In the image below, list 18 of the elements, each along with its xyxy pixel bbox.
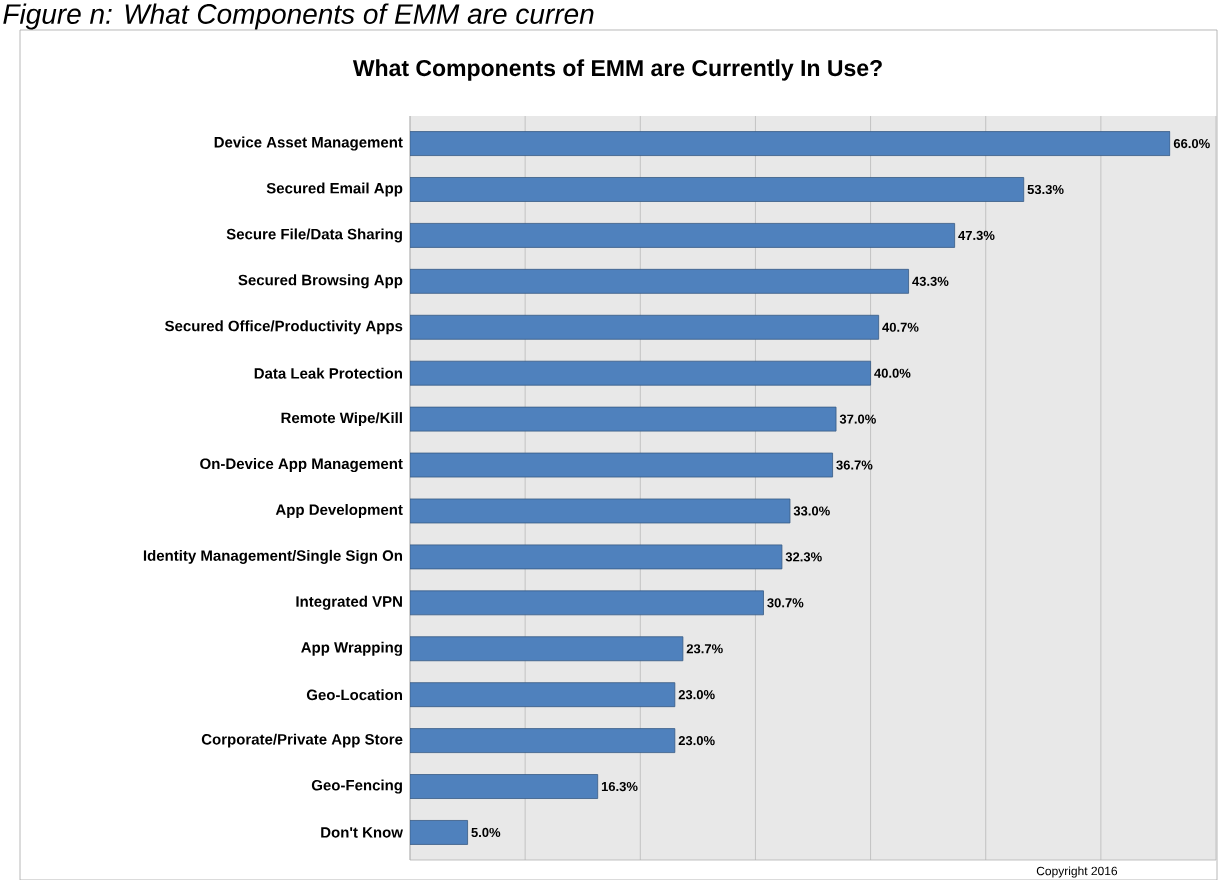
- bar: [410, 498, 791, 524]
- bar: [410, 406, 837, 432]
- bar: [410, 544, 783, 570]
- bar: [410, 820, 468, 845]
- chart-title: What Components of EMM are Currently In Use?: [352, 59, 882, 81]
- bar: [410, 360, 871, 386]
- bar: [410, 268, 909, 294]
- bar: [410, 728, 676, 753]
- bar: [410, 774, 599, 799]
- bar: [410, 131, 1171, 156]
- bar: [410, 314, 880, 340]
- bar: [410, 177, 1025, 202]
- bar: [410, 590, 764, 616]
- bar: [410, 636, 684, 662]
- text: Figure n: What Components of EMM are curren: [3, 3, 594, 30]
- bar: [410, 682, 676, 708]
- bar: [410, 452, 833, 478]
- bar: [410, 223, 956, 248]
